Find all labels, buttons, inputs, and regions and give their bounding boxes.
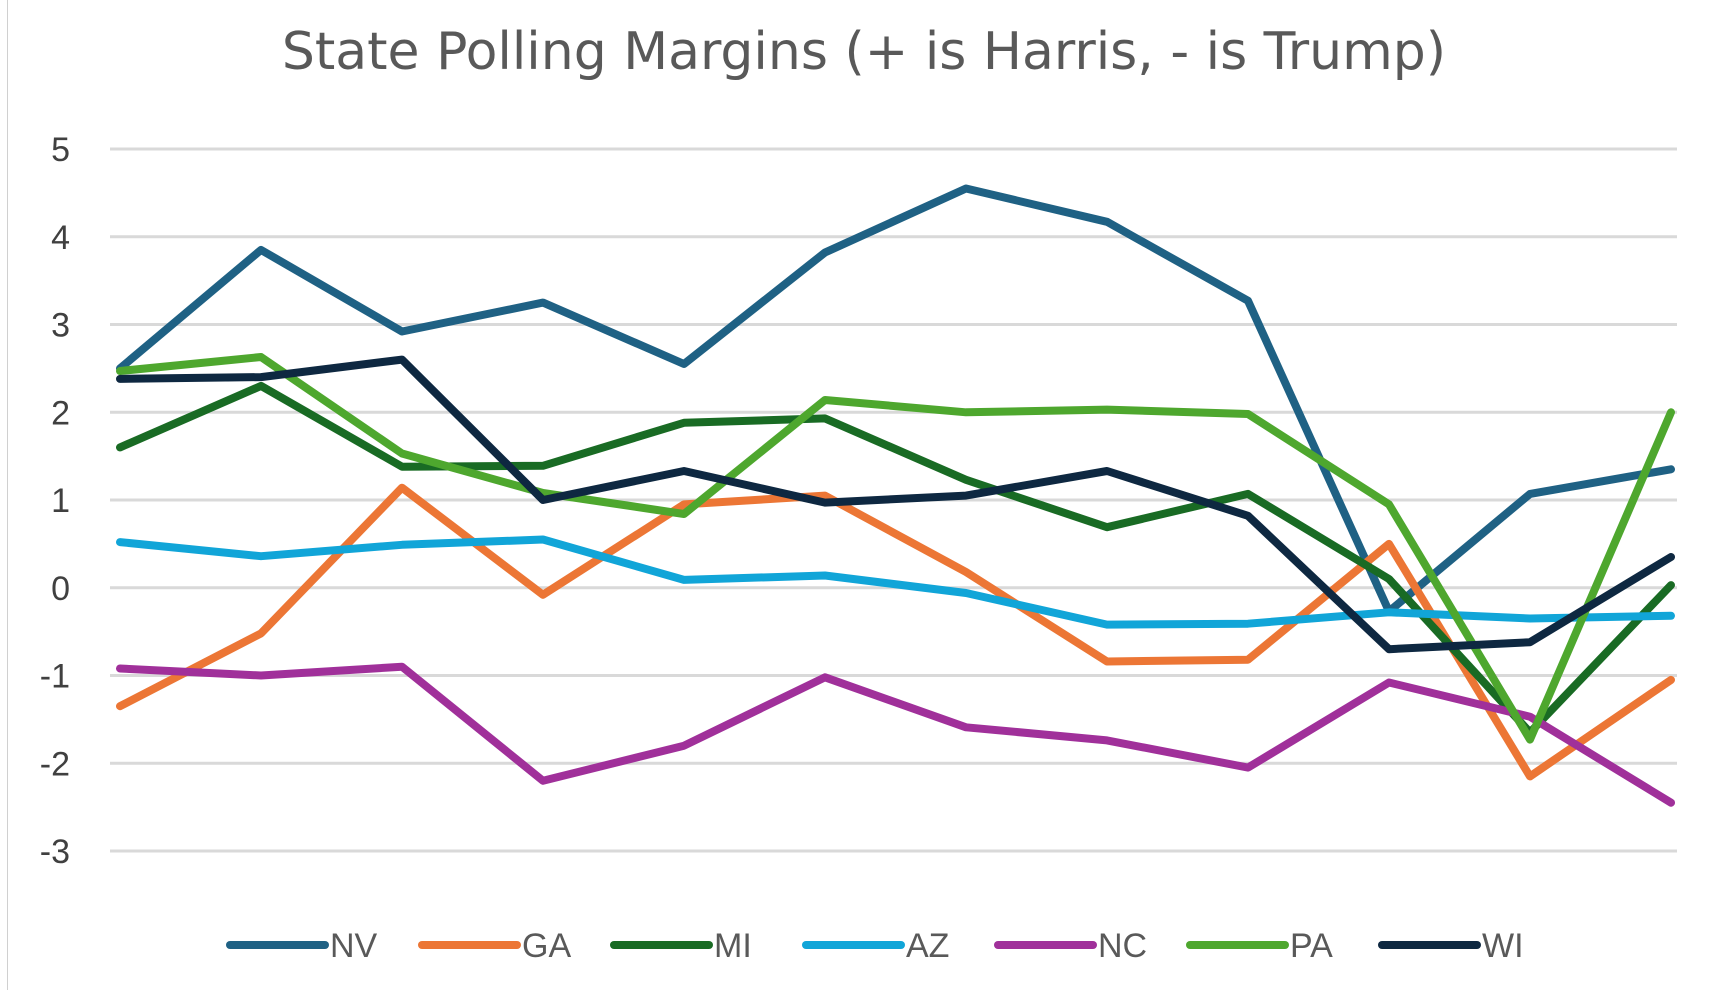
legend-label-ga: GA xyxy=(522,927,571,965)
legend-label-az: AZ xyxy=(906,927,949,965)
legend-label-mi: MI xyxy=(714,927,752,965)
legend: NV GA MI AZ NC PA WI xyxy=(226,927,1524,965)
series-line-az xyxy=(116,535,1675,629)
series-layer xyxy=(116,184,1675,807)
y-tick-label: 1 xyxy=(51,482,70,520)
legend-label-nc: NC xyxy=(1098,927,1147,965)
y-tick-label: 4 xyxy=(51,219,70,257)
legend-label-nv: NV xyxy=(330,927,378,965)
legend-label-pa: PA xyxy=(1290,927,1333,965)
legend-label-wi: WI xyxy=(1482,927,1524,965)
series-line-ga xyxy=(116,483,1675,781)
left-edge-rule xyxy=(7,0,8,990)
y-tick-label: 2 xyxy=(51,394,70,432)
y-axis-tick-labels: 5 4 3 2 1 0 -1 -2 -3 xyxy=(40,131,70,871)
chart-title: State Polling Margins (+ is Harris, - is… xyxy=(282,22,1446,82)
y-tick-label: -1 xyxy=(40,658,70,696)
series-line-pa xyxy=(116,353,1675,744)
y-tick-label: 5 xyxy=(51,131,70,169)
y-tick-label: 0 xyxy=(51,570,70,608)
y-tick-label: -2 xyxy=(40,745,70,783)
series-line-nv xyxy=(116,184,1675,616)
series-line-wi xyxy=(116,355,1675,654)
y-tick-label: -3 xyxy=(40,833,70,871)
series-line-mi xyxy=(116,381,1675,737)
series-line-nc xyxy=(116,662,1675,807)
y-tick-label: 3 xyxy=(51,307,70,345)
